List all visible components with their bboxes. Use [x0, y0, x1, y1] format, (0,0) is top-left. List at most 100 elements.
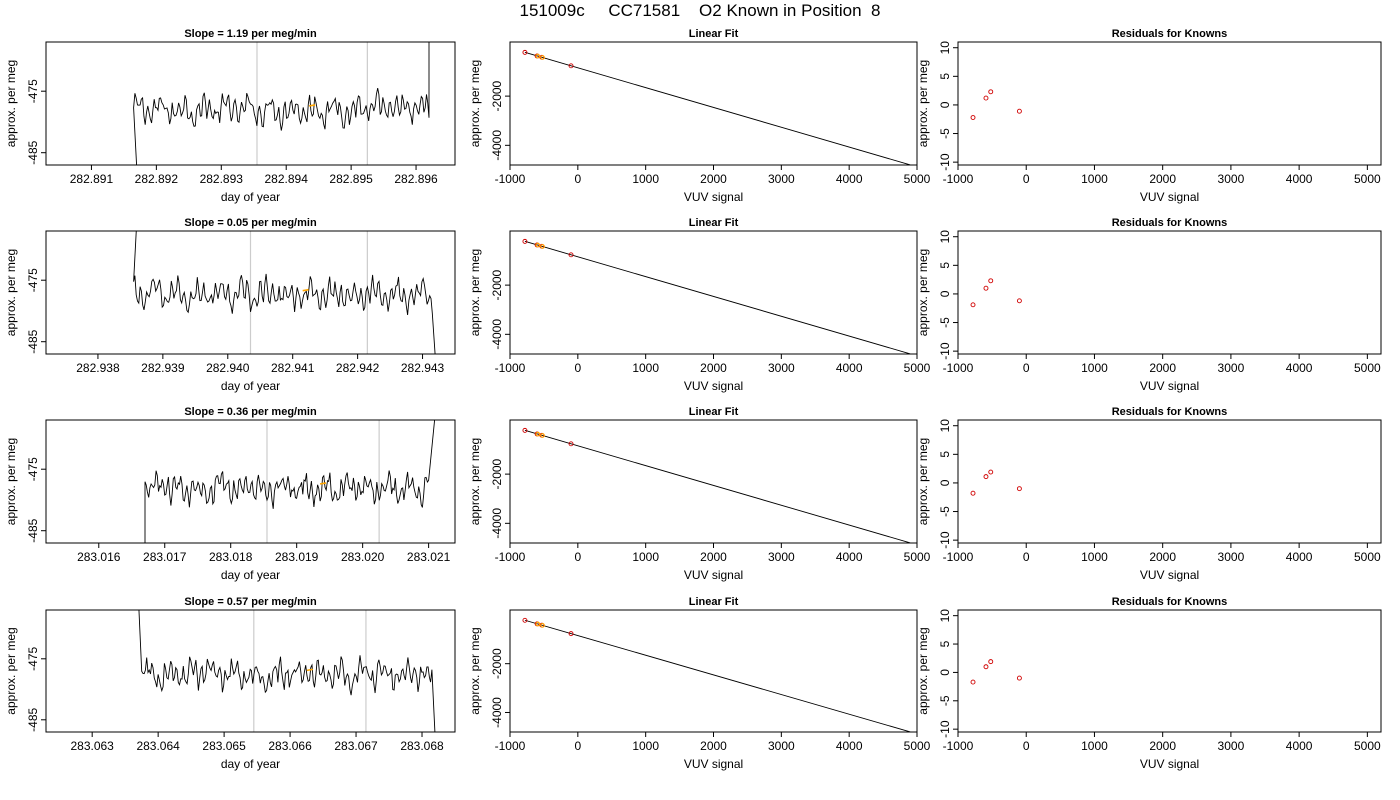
- y-tick-label: 10: [938, 41, 952, 55]
- x-tick-label: 5000: [904, 172, 931, 186]
- panel-title: Linear Fit: [689, 406, 739, 418]
- y-tick-label: -2000: [490, 458, 504, 489]
- x-axis-label: VUV signal: [1140, 190, 1199, 204]
- fit-line: [524, 51, 913, 165]
- y-axis-label: approx. per meg: [916, 60, 930, 147]
- x-tick-label: -1000: [943, 361, 974, 375]
- x-tick-label: 282.942: [336, 361, 380, 375]
- y-axis-label: approx. per meg: [468, 60, 482, 147]
- highlight-point: [535, 621, 541, 627]
- x-tick-label: 282.891: [70, 172, 114, 186]
- y-axis-label: approx. per meg: [916, 627, 930, 714]
- x-axis-label: VUV signal: [684, 379, 743, 393]
- residual-point: [983, 95, 989, 101]
- residual-point: [1016, 675, 1022, 681]
- x-tick-label: 0: [1023, 172, 1030, 186]
- panel-10: Residuals for Knowns -1000 0 1000 2000 3000 40…: [916, 406, 1382, 582]
- panel-title: Residuals for Knowns: [1112, 217, 1228, 229]
- x-tick-label: 283.021: [407, 550, 451, 564]
- x-tick-label: 282.894: [265, 172, 309, 186]
- fit-area: [522, 238, 913, 354]
- y-tick-label: -485: [26, 329, 40, 353]
- x-tick-label: 0: [1023, 739, 1030, 753]
- residual-point: [983, 285, 989, 291]
- y-tick-label: -2000: [490, 269, 504, 300]
- plot-frame: [509, 609, 918, 733]
- x-tick-label: 2000: [1149, 739, 1176, 753]
- x-tick-label: 4000: [836, 550, 863, 564]
- y-tick-label: 10: [938, 230, 952, 244]
- fit-line: [524, 619, 913, 732]
- residual-point: [988, 89, 994, 95]
- y-axis-label: approx. per meg: [4, 249, 18, 336]
- highlight-point: [540, 623, 545, 628]
- x-tick-label: 283.019: [275, 550, 319, 564]
- plot-frame: [45, 419, 456, 544]
- panel-11: Residuals for Knowns -1000 0 1000 2000 3000 40…: [916, 596, 1382, 771]
- y-tick-label: -10: [938, 342, 952, 360]
- y-axis-label: approx. per meg: [468, 627, 482, 714]
- y-axis-label: approx. per meg: [468, 438, 482, 525]
- y-tick-label: 5: [938, 73, 952, 80]
- x-tick-label: 2000: [700, 550, 727, 564]
- y-tick-label: -475: [26, 457, 40, 481]
- panel-9: Residuals for Knowns -1000 0 1000 2000 3000 40…: [916, 217, 1382, 393]
- panel-0: Slope = 1.19 per meg/min 282.891 282.892 28…: [4, 28, 456, 204]
- x-tick-label: 3000: [1218, 550, 1245, 564]
- y-tick-label: -5: [938, 695, 952, 706]
- x-tick-label: 0: [574, 172, 581, 186]
- x-tick-label: -1000: [495, 739, 526, 753]
- residual-point: [970, 302, 976, 308]
- residual-point: [988, 659, 994, 665]
- y-tick-label: 0: [938, 101, 952, 108]
- panel-title: Slope = 1.19 per meg/min: [184, 28, 317, 40]
- y-tick-label: -475: [26, 646, 40, 670]
- y-tick-label: -4000: [490, 319, 504, 350]
- x-tick-label: 1000: [1081, 550, 1108, 564]
- plot-frame: [509, 230, 918, 355]
- known-point: [522, 427, 528, 433]
- plot-frame: [509, 419, 918, 544]
- y-tick-label: -485: [26, 518, 40, 542]
- x-tick-label: 4000: [836, 361, 863, 375]
- x-tick-label: 3000: [1218, 739, 1245, 753]
- x-tick-label: -1000: [943, 739, 974, 753]
- residual-point: [970, 490, 976, 496]
- x-tick-label: 283.068: [400, 739, 444, 753]
- residual-point: [988, 278, 994, 284]
- x-tick-label: -1000: [943, 550, 974, 564]
- trace-area: [138, 610, 436, 732]
- panel-title: Slope = 0.36 per meg/min: [184, 406, 317, 418]
- plot-frame: [45, 609, 456, 733]
- y-tick-label: 5: [938, 262, 952, 269]
- y-tick-label: -475: [26, 79, 40, 103]
- panel-1: Slope = 0.05 per meg/min 282.938 282.939 28…: [4, 217, 456, 393]
- y-tick-label: -10: [938, 720, 952, 738]
- x-tick-label: 4000: [1286, 172, 1313, 186]
- residual-point: [970, 679, 976, 685]
- known-point: [522, 617, 528, 623]
- x-tick-label: 1000: [632, 361, 659, 375]
- x-tick-label: 283.016: [77, 550, 121, 564]
- data-trace: [138, 610, 436, 732]
- panel-title: Linear Fit: [689, 217, 739, 229]
- x-axis-label: VUV signal: [1140, 379, 1199, 393]
- x-tick-label: 5000: [904, 739, 931, 753]
- x-axis-label: day of year: [221, 379, 280, 393]
- highlight-point: [535, 431, 541, 437]
- x-tick-label: 2000: [700, 172, 727, 186]
- x-tick-label: 4000: [1286, 361, 1313, 375]
- y-tick-label: -10: [938, 153, 952, 171]
- data-trace: [144, 420, 436, 543]
- x-tick-label: 283.063: [70, 739, 114, 753]
- x-tick-label: 282.939: [141, 361, 185, 375]
- x-tick-label: -1000: [495, 361, 526, 375]
- x-axis-label: day of year: [221, 757, 280, 771]
- y-axis-label: approx. per meg: [468, 249, 482, 336]
- plot-frame: [509, 41, 918, 166]
- x-tick-label: 4000: [836, 172, 863, 186]
- residual-point: [988, 469, 994, 475]
- y-tick-label: 5: [938, 451, 952, 458]
- panel-title: Residuals for Knowns: [1112, 28, 1228, 40]
